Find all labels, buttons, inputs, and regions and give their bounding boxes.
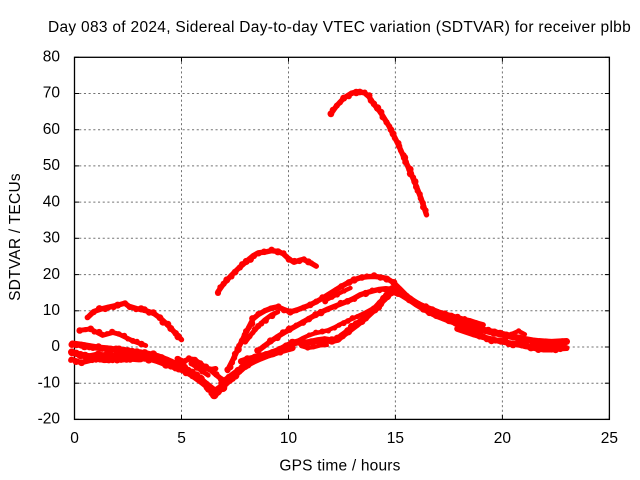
svg-text:-10: -10 bbox=[38, 374, 61, 391]
svg-text:Day 083 of 2024, Sidereal Day-: Day 083 of 2024, Sidereal Day-to-day VTE… bbox=[48, 19, 631, 36]
svg-text:5: 5 bbox=[177, 430, 186, 447]
svg-text:-20: -20 bbox=[38, 411, 61, 428]
svg-text:25: 25 bbox=[601, 430, 618, 447]
svg-text:15: 15 bbox=[387, 430, 404, 447]
svg-text:20: 20 bbox=[494, 430, 512, 447]
svg-text:30: 30 bbox=[43, 230, 61, 247]
svg-text:GPS time / hours: GPS time / hours bbox=[279, 458, 400, 475]
svg-text:40: 40 bbox=[43, 193, 61, 210]
svg-text:SDTVAR / TECUs: SDTVAR / TECUs bbox=[7, 173, 24, 301]
svg-text:50: 50 bbox=[43, 157, 61, 174]
svg-text:20: 20 bbox=[43, 266, 61, 283]
svg-text:60: 60 bbox=[43, 121, 61, 138]
svg-text:0: 0 bbox=[51, 338, 60, 355]
svg-text:0: 0 bbox=[70, 430, 79, 447]
svg-text:80: 80 bbox=[43, 49, 61, 66]
svg-text:10: 10 bbox=[280, 430, 298, 447]
svg-text:10: 10 bbox=[43, 302, 61, 319]
svg-text:70: 70 bbox=[43, 85, 61, 102]
